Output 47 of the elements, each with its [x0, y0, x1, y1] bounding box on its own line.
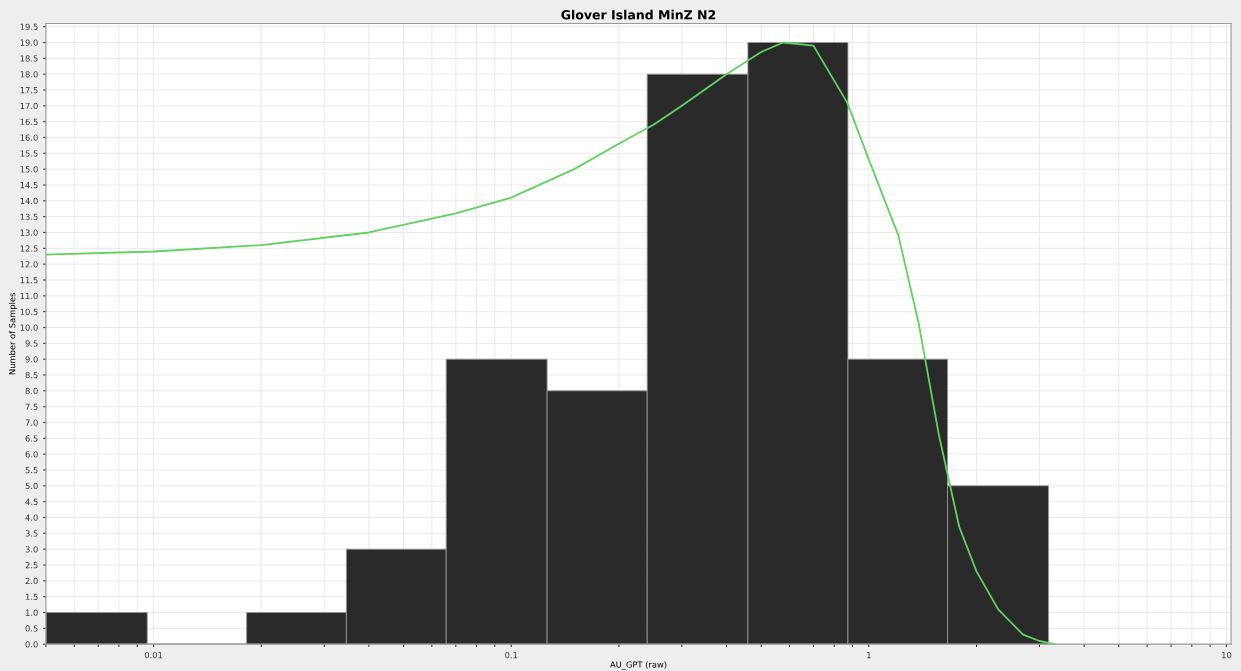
y-tick-label: 4.0 — [25, 514, 38, 521]
y-tick-label: 6.5 — [25, 435, 38, 442]
y-tick-label: 7.5 — [25, 403, 38, 410]
x-axis-title: AU_GPT (raw) — [610, 661, 667, 670]
y-tick-label: 17.5 — [20, 87, 38, 94]
y-tick-label: 15.5 — [20, 150, 38, 157]
y-axis-title: Number of Samples — [8, 293, 17, 375]
chart-title: Glover Island MinZ N2 — [561, 9, 716, 20]
y-tick-label: 13.5 — [20, 213, 38, 220]
y-tick-label: 10.5 — [20, 308, 38, 315]
y-tick-label: 10.0 — [20, 324, 38, 331]
y-tick-label: 19.0 — [20, 39, 38, 46]
y-tick-label: 17.0 — [20, 102, 38, 110]
y-tick-label: 12.0 — [20, 261, 38, 268]
y-tick-label: 5.0 — [25, 482, 38, 490]
y-tick-label: 7.0 — [25, 419, 38, 426]
y-tick-label: 0.5 — [25, 625, 38, 632]
y-tick-label: 1.0 — [25, 609, 38, 616]
y-tick-label: 14.0 — [20, 197, 38, 205]
y-tick-label: 11.0 — [20, 292, 38, 300]
y-tick-label: 3.5 — [25, 530, 38, 537]
y-tick-label: 3.0 — [25, 546, 38, 553]
y-tick-label: 12.5 — [20, 245, 38, 252]
x-tick-label: 0.1 — [505, 651, 518, 659]
y-tick-label: 9.0 — [25, 356, 38, 363]
y-tick-label: 16.5 — [20, 118, 38, 125]
y-tick-label: 8.5 — [25, 371, 38, 379]
y-tick-label: 9.5 — [25, 340, 38, 347]
y-tick-label: 19.5 — [20, 23, 38, 30]
y-tick-label: 2.0 — [25, 577, 38, 585]
y-tick-label: 18.5 — [20, 55, 38, 62]
y-tick-label: 11.5 — [20, 277, 38, 284]
y-tick-label: 1.5 — [25, 593, 38, 600]
x-tick-label: 1 — [867, 652, 871, 659]
y-tick-label: 0.0 — [25, 641, 38, 648]
y-tick-label: 6.0 — [25, 451, 38, 458]
y-tick-label: 5.5 — [25, 467, 38, 474]
y-tick-label: 18.0 — [20, 71, 38, 78]
y-tick-label: 14.5 — [20, 182, 38, 189]
x-tick-label: 10 — [1222, 651, 1232, 659]
y-tick-label: 8.0 — [25, 387, 38, 395]
y-tick-label: 16.0 — [20, 134, 38, 141]
y-tick-label: 4.5 — [25, 498, 38, 505]
y-tick-label: 15.0 — [20, 166, 38, 173]
y-tick-label: 2.5 — [25, 561, 38, 569]
x-tick-label: 0.01 — [144, 651, 163, 659]
y-tick-label: 13.0 — [20, 229, 38, 236]
